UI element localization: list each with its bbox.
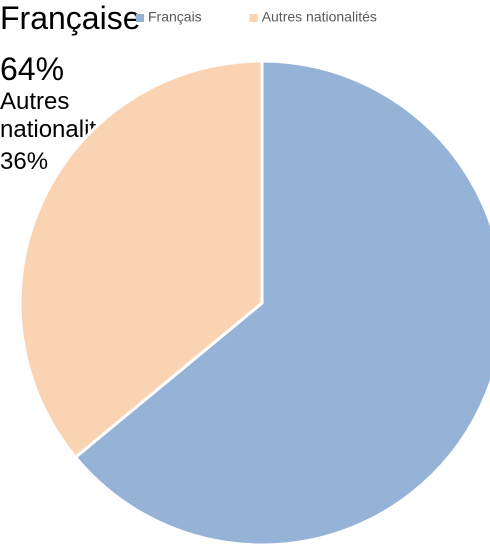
slice-category: Française [0, 0, 141, 36]
pie-slice [18, 59, 264, 460]
slice-label: Française 64% [0, 0, 200, 88]
slice-value: 36% [0, 148, 49, 175]
slice-value: 64% [0, 51, 65, 87]
legend-label: Français [148, 9, 202, 25]
pie-slice [73, 59, 490, 544]
legend-swatch [249, 14, 258, 22]
legend-label: Autres nationalités [262, 9, 377, 25]
legend-swatch [136, 14, 144, 22]
